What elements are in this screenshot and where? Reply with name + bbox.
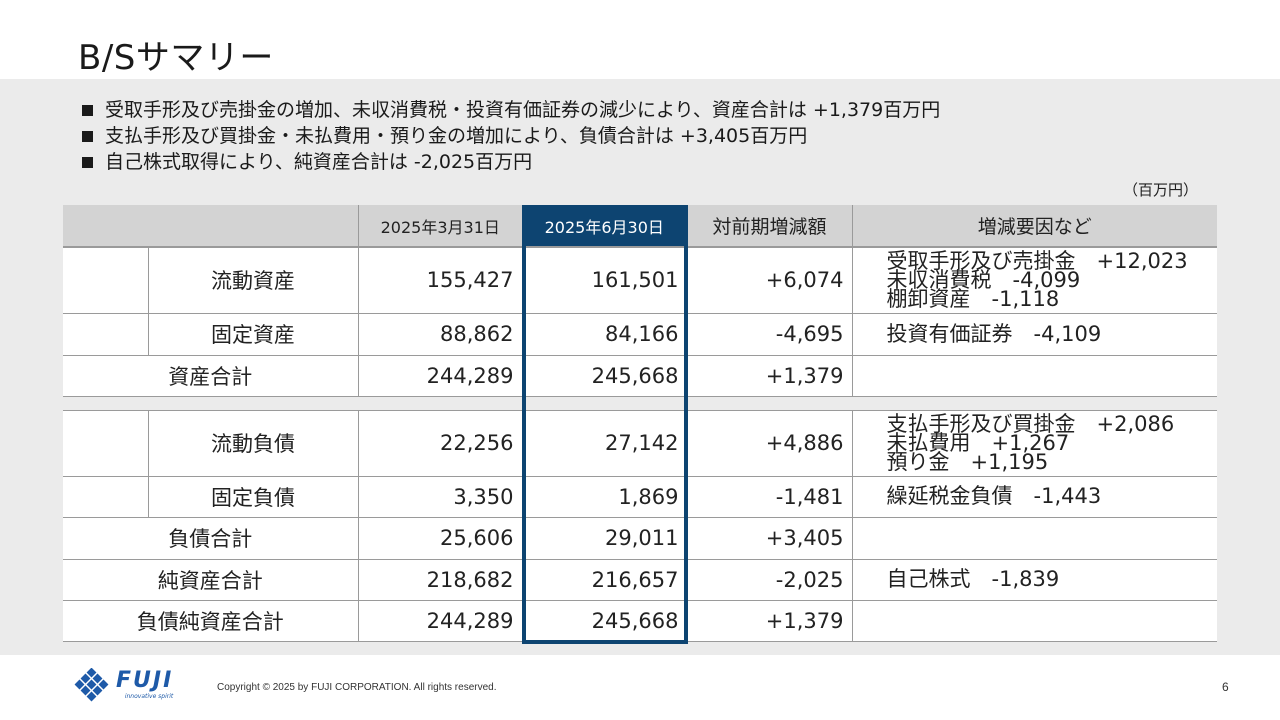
row-label: 資産合計 — [63, 354, 358, 397]
reason-line: 自己株式 -1,839 — [886, 567, 1060, 591]
row-indent — [63, 247, 148, 314]
diff-value: +3,405 — [686, 517, 852, 560]
bullet-text: 受取手形及び売掛金の増加、未収消費税・投資有価証券の減少により、資産合計は +1… — [105, 99, 941, 121]
reason-cell: 繰延税金負債 -1,443 — [851, 476, 1217, 518]
row-label: 負債合計 — [63, 516, 358, 560]
row-label: 純資産合計 — [63, 559, 358, 601]
header-curr-date: 2025年6月30日 — [522, 205, 687, 248]
diff-value: +1,379 — [686, 600, 852, 642]
curr-value: 245,668 — [521, 600, 687, 642]
reason-cell: 受取手形及び売掛金 +12,023 未収消費税 -4,099 棚卸資産 -1,1… — [851, 247, 1217, 314]
row-label: 固定負債 — [147, 476, 358, 518]
bullet-text: 自己株式取得により、純資産合計は -2,025百万円 — [105, 151, 533, 173]
prev-value: 244,289 — [357, 355, 522, 397]
reason-cell: 自己株式 -1,839 — [851, 559, 1217, 601]
reason-cell — [851, 355, 1217, 397]
row-label: 流動負債 — [147, 410, 358, 477]
bullet-text: 支払手形及び買掛金・未払費用・預り金の増加により、負債合計は +3,405百万円 — [105, 125, 808, 147]
reason-cell: 投資有価証券 -4,109 — [851, 313, 1217, 356]
prev-value: 3,350 — [357, 476, 522, 518]
curr-value: 216,657 — [521, 559, 687, 601]
logo-text: FUJI innovative spirit — [116, 668, 174, 701]
unit-note: （百万円） — [1122, 181, 1198, 199]
table-row: 流動負債 22,256 27,142 +4,886 支払手形及び買掛金 +2,0… — [63, 410, 1217, 477]
square-bullet-icon — [82, 156, 93, 168]
diff-value: +1,379 — [686, 355, 852, 397]
table-row: 流動資産 155,427 161,501 +6,074 受取手形及び売掛金 +1… — [63, 247, 1217, 314]
diff-value: -4,695 — [686, 313, 852, 356]
row-indent — [63, 313, 148, 356]
header-diff: 対前期増減額 — [686, 205, 852, 248]
table-row: 固定負債 3,350 1,869 -1,481 繰延税金負債 -1,443 — [63, 476, 1217, 518]
table-row: 負債合計 25,606 29,011 +3,405 — [63, 516, 1217, 560]
curr-value: 245,668 — [521, 355, 687, 397]
prev-value: 155,427 — [357, 247, 522, 314]
prev-value: 88,862 — [357, 313, 522, 356]
table-row: 負債純資産合計 244,289 245,668 +1,379 — [63, 600, 1217, 642]
curr-value: 161,501 — [521, 247, 687, 314]
row-indent — [63, 476, 148, 518]
reason-line: 棚卸資産 -1,118 — [886, 286, 1060, 311]
prev-value: 244,289 — [357, 600, 522, 642]
copyright-text: Copyright © 2025 by FUJI CORPORATION. Al… — [217, 682, 497, 693]
bullet-item: 受取手形及び売掛金の増加、未収消費税・投資有価証券の減少により、資産合計は +1… — [82, 97, 940, 123]
page-number: 6 — [1222, 680, 1229, 694]
table-header-row: 2025年3月31日 2025年6月30日 対前期増減額 増減要因など — [63, 205, 1217, 248]
summary-bullets: 受取手形及び売掛金の増加、未収消費税・投資有価証券の減少により、資産合計は +1… — [82, 97, 940, 175]
reason-line: 支払手形及び買掛金 +2,086 — [886, 411, 1175, 436]
reason-cell — [851, 600, 1217, 642]
table-row: 純資産合計 218,682 216,657 -2,025 自己株式 -1,839 — [63, 559, 1217, 601]
row-label: 流動資産 — [147, 247, 358, 314]
diff-value: +4,886 — [686, 410, 852, 477]
diamond-grid-icon — [74, 668, 109, 702]
curr-value: 1,869 — [521, 476, 687, 518]
reason-line: 投資有価証券 -4,109 — [886, 321, 1102, 346]
table-gap-row — [63, 396, 1217, 411]
reason-cell — [851, 517, 1217, 560]
table-row: 固定資産 88,862 84,166 -4,695 投資有価証券 -4,109 — [63, 313, 1217, 356]
bullet-item: 自己株式取得により、純資産合計は -2,025百万円 — [82, 149, 940, 175]
reason-line: 未払費用 +1,267 — [886, 430, 1070, 455]
curr-value: 84,166 — [521, 313, 687, 356]
reason-line: 預り金 +1,195 — [886, 449, 1049, 474]
page-title: B/Sサマリー — [78, 38, 274, 78]
header-reasons: 増減要因など — [851, 205, 1217, 248]
prev-value: 25,606 — [357, 517, 522, 560]
curr-value: 29,011 — [521, 517, 687, 560]
row-indent — [63, 410, 148, 477]
square-bullet-icon — [82, 130, 93, 142]
reason-line: 受取手形及び売掛金 +12,023 — [886, 248, 1188, 273]
logo-tagline: innovative spirit — [124, 693, 174, 700]
prev-value: 218,682 — [357, 559, 522, 601]
curr-value: 27,142 — [521, 410, 687, 477]
row-label: 固定資産 — [147, 313, 358, 356]
logo-wordmark: FUJI — [116, 668, 174, 693]
reason-cell: 支払手形及び買掛金 +2,086 未払費用 +1,267 預り金 +1,195 — [851, 410, 1217, 477]
header-prev-date: 2025年3月31日 — [357, 205, 522, 248]
company-logo: FUJI innovative spirit — [72, 668, 173, 702]
bullet-item: 支払手形及び買掛金・未払費用・預り金の増加により、負債合計は +3,405百万円 — [82, 123, 940, 149]
header-item — [63, 205, 358, 248]
row-label: 負債純資産合計 — [63, 600, 358, 642]
diff-value: -2,025 — [686, 559, 852, 601]
diff-value: +6,074 — [686, 247, 852, 314]
balance-sheet-table: 2025年3月31日 2025年6月30日 対前期増減額 増減要因など 流動資産… — [63, 205, 1217, 642]
reason-line: 繰延税金負債 -1,443 — [886, 484, 1102, 508]
reason-line: 未収消費税 -4,099 — [886, 267, 1081, 292]
table-row: 資産合計 244,289 245,668 +1,379 — [63, 354, 1217, 397]
diff-value: -1,481 — [686, 476, 852, 518]
prev-value: 22,256 — [357, 410, 522, 477]
square-bullet-icon — [82, 104, 93, 116]
